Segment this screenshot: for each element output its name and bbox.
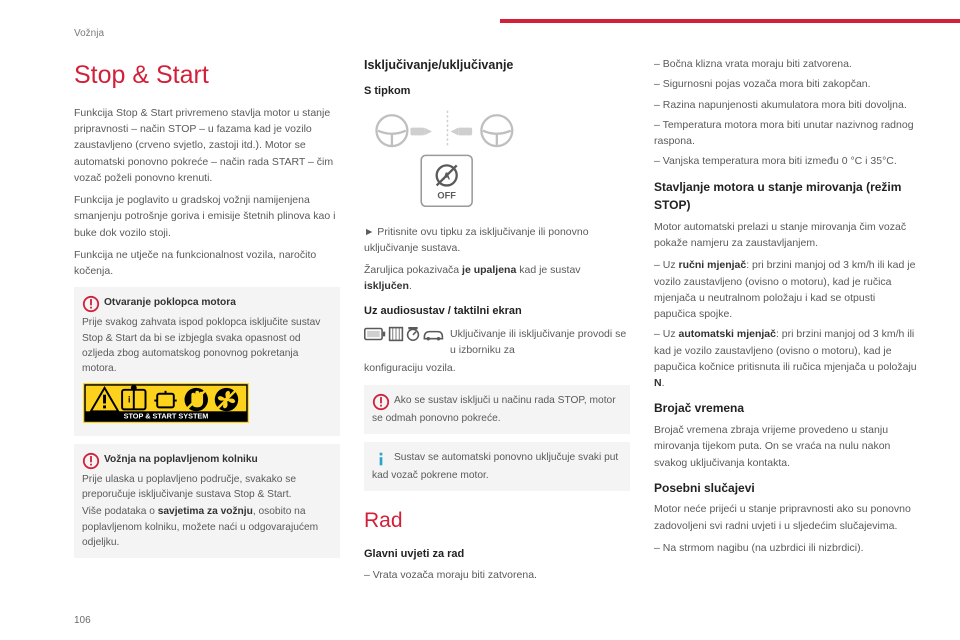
bullet-item: – Bočna klizna vrata moraju biti zatvore…: [654, 56, 920, 72]
callout-body: Sustav se automatski ponovno uključuje s…: [372, 452, 618, 481]
section-heading: Rad: [364, 505, 630, 538]
column-1: Stop & Start Funkcija Stop & Start privr…: [74, 56, 340, 600]
body-text: Brojač vremena zbraja vrijeme provedeno …: [654, 422, 920, 471]
stop-start-system-label: i: [82, 383, 250, 428]
body-text: Funkcija je poglavito u gradskoj vožnji …: [74, 192, 340, 241]
icon-text-row: Uključivanje ili isključivanje provodi s…: [364, 326, 630, 359]
info-icon: [372, 450, 390, 468]
mini-heading: Uz audiosustav / taktilni ekran: [364, 303, 630, 320]
body-text: Motor automatski prelazi u stanje mirova…: [654, 219, 920, 252]
bullet-item: – Uz ručni mjenjač: pri brzini manjoj od…: [654, 257, 920, 322]
button-diagram: A OFF: [364, 106, 630, 219]
callout-title: Vožnja na poplavljenom kolniku: [104, 454, 258, 465]
column-2: Isključivanje/uključivanje S tipkom: [364, 56, 630, 600]
page-number: 106: [74, 615, 91, 626]
bullet-item: – Temperatura motora mora biti unutar na…: [654, 117, 920, 150]
body-text: Funkcija ne utječe na funkcionalnost voz…: [74, 247, 340, 280]
body-text: Funkcija Stop & Start privremeno stavlja…: [74, 105, 340, 186]
callout-body: Više podataka o savjetima za vožnju, oso…: [82, 504, 332, 550]
body-text: konfiguraciju vozila.: [364, 360, 630, 376]
column-3: – Bočna klizna vrata moraju biti zatvore…: [654, 56, 920, 600]
callout-body: Prije ulaska u poplavljeno područje, sva…: [82, 472, 332, 503]
bullet-item: – Sigurnosni pojas vozača mora biti zako…: [654, 76, 920, 92]
bullet-item: – Vrata vozača moraju biti zatvorena.: [364, 567, 630, 583]
bullet-item: – Uz automatski mjenjač: pri brzini manj…: [654, 326, 920, 391]
config-icons: [364, 326, 444, 342]
body-text: ► Pritisnite ovu tipku za isključivanje …: [364, 224, 630, 257]
warning-icon: [372, 393, 390, 411]
warning-icon: [82, 295, 100, 313]
svg-text:OFF: OFF: [437, 191, 456, 201]
body-text: Motor neće prijeći u stanje pripravnosti…: [654, 501, 920, 534]
body-text: Žaruljica pokazivača je upaljena kad je …: [364, 262, 630, 295]
mini-heading: Brojač vremena: [654, 399, 920, 418]
content-columns: Stop & Start Funkcija Stop & Start privr…: [74, 56, 920, 600]
bullet-item: – Razina napunjenosti akumulatora mora b…: [654, 97, 920, 113]
callout-body: Ako se sustav isključi u načinu rada STO…: [372, 395, 616, 424]
warning-icon: [82, 452, 100, 470]
top-accent-red: [500, 19, 960, 23]
mini-heading: S tipkom: [364, 83, 630, 100]
warning-callout: Otvaranje poklopca motora Prije svakog z…: [74, 287, 340, 435]
bullet-item: – Vanjska temperatura mora biti između 0…: [654, 153, 920, 169]
callout-body: Prije svakog zahvata ispod poklopca iskl…: [82, 315, 332, 376]
svg-text:i: i: [128, 394, 130, 404]
svg-text:STOP & START SYSTEM: STOP & START SYSTEM: [124, 411, 209, 420]
mini-heading: Stavljanje motora u stanje mirovanja (re…: [654, 178, 920, 215]
bullet-item: – Na strmom nagibu (na uzbrdici ili nizb…: [654, 540, 920, 556]
warning-callout: Ako se sustav isključi u načinu rada STO…: [364, 385, 630, 434]
subheading: Isključivanje/uključivanje: [364, 56, 630, 75]
callout-title: Otvaranje poklopca motora: [104, 297, 236, 308]
warning-callout: Vožnja na poplavljenom kolniku Prije ula…: [74, 444, 340, 558]
section-header: Vožnja: [74, 28, 104, 39]
top-accent-bar: [0, 19, 960, 23]
info-callout: Sustav se automatski ponovno uključuje s…: [364, 442, 630, 491]
mini-heading: Glavni uvjeti za rad: [364, 546, 630, 563]
icon-row-text: Uključivanje ili isključivanje provodi s…: [450, 326, 630, 359]
mini-heading: Posebni slučajevi: [654, 479, 920, 498]
page-title: Stop & Start: [74, 56, 340, 95]
